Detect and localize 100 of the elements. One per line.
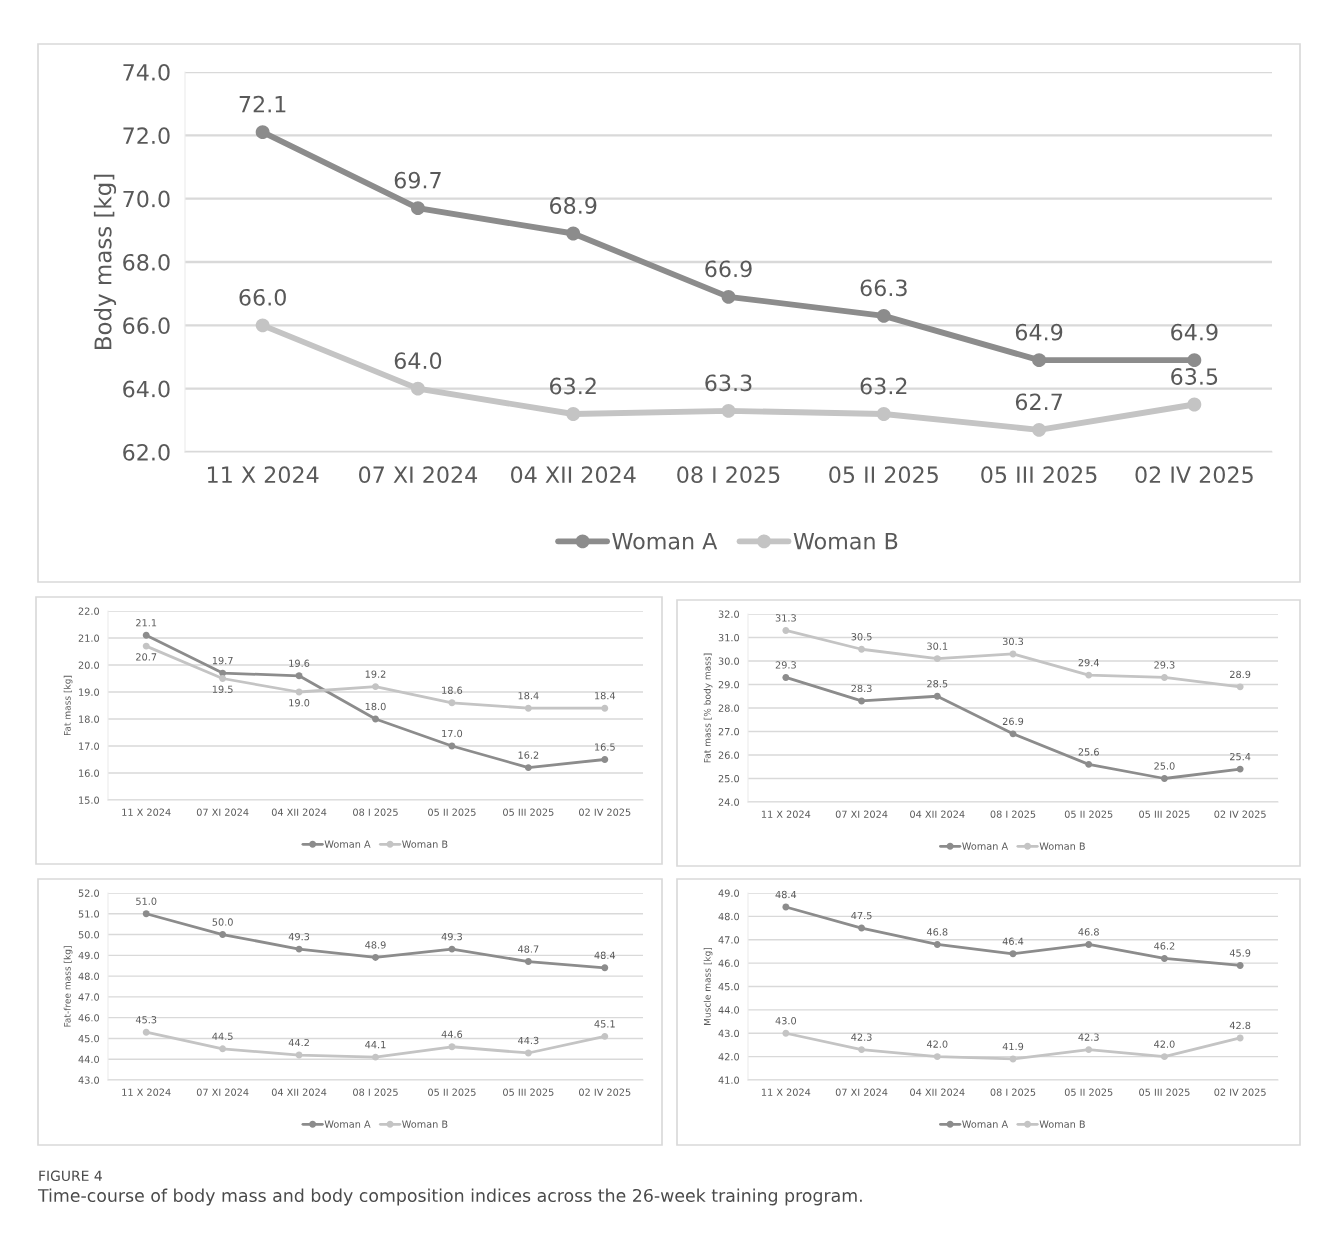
point bbox=[1160, 954, 1168, 962]
legend-label: Woman A bbox=[324, 840, 371, 848]
y-tick-label: 21.0 bbox=[78, 634, 100, 642]
caption: FIGURE 4 bbox=[39, 1170, 102, 1182]
x-tick-label: 05 II 2025 bbox=[1064, 1088, 1113, 1096]
point bbox=[1085, 671, 1093, 679]
x-tick-label: 11 X 2024 bbox=[761, 810, 811, 818]
legend-label: Woman B bbox=[402, 1120, 448, 1128]
y-axis-title: Body mass [kg] bbox=[93, 174, 117, 349]
data-label: 69.7 bbox=[394, 171, 441, 189]
point bbox=[1085, 1046, 1093, 1054]
data-label: 16.2 bbox=[518, 751, 539, 759]
point bbox=[1009, 730, 1017, 738]
x-tick-label: 05 II 2025 bbox=[428, 808, 476, 816]
y-tick-label: 49.0 bbox=[78, 951, 100, 960]
point bbox=[566, 226, 581, 241]
y-tick-label: 29.0 bbox=[718, 680, 740, 689]
data-label: 18.4 bbox=[595, 692, 616, 700]
data-label: 28.9 bbox=[1230, 670, 1251, 679]
y-tick-label: 41.0 bbox=[718, 1076, 740, 1084]
data-label: 64.0 bbox=[394, 352, 442, 370]
data-label: 45.3 bbox=[135, 1016, 157, 1024]
data-label: 25.6 bbox=[1078, 748, 1099, 756]
point bbox=[219, 931, 227, 939]
data-label: 31.3 bbox=[775, 614, 796, 622]
data-label: 45.1 bbox=[594, 1020, 615, 1028]
y-tick-label: 47.0 bbox=[718, 936, 740, 944]
y-tick-label: 50.0 bbox=[78, 931, 100, 939]
x-tick-label: 07 XI 2024 bbox=[196, 808, 249, 816]
point bbox=[1160, 1053, 1168, 1061]
y-tick-label: 46.0 bbox=[78, 1014, 100, 1022]
point bbox=[782, 626, 790, 634]
legend-label: Woman A bbox=[612, 532, 718, 550]
y-tick-label: 44.0 bbox=[78, 1055, 100, 1064]
data-label: 44.6 bbox=[441, 1030, 463, 1038]
x-tick-label: 11 X 2024 bbox=[761, 1088, 811, 1096]
y-tick-label: 43.0 bbox=[718, 1029, 740, 1038]
data-label: 43.0 bbox=[775, 1017, 797, 1025]
data-label: 46.4 bbox=[1002, 937, 1024, 945]
y-tick-label: 64.0 bbox=[123, 380, 170, 398]
data-label: 19.5 bbox=[212, 685, 233, 693]
point bbox=[255, 125, 270, 140]
data-label: 64.9 bbox=[1015, 323, 1063, 341]
y-tick-label: 70.0 bbox=[123, 190, 170, 208]
point bbox=[142, 910, 150, 918]
x-tick-label: 04 XII 2024 bbox=[910, 810, 965, 818]
x-tick-label: 05 III 2025 bbox=[981, 466, 1097, 484]
point bbox=[1032, 353, 1047, 368]
y-axis-title: Fat mass [% body mass] bbox=[703, 653, 713, 763]
x-tick-label: 04 XII 2024 bbox=[271, 1088, 327, 1096]
data-label: 21.1 bbox=[136, 619, 157, 627]
y-tick-label: 26.0 bbox=[718, 751, 740, 759]
x-tick-label: 04 XII 2024 bbox=[271, 808, 327, 816]
y-tick-label: 48.0 bbox=[718, 912, 740, 921]
legend-label: Woman B bbox=[1039, 842, 1085, 850]
data-label: 46.8 bbox=[926, 928, 948, 936]
y-tick-label: 49.0 bbox=[718, 889, 740, 897]
data-label: 48.7 bbox=[518, 945, 539, 953]
data-label: 42.0 bbox=[926, 1040, 948, 1048]
legend-label: Woman B bbox=[1039, 1120, 1085, 1128]
data-label: 26.9 bbox=[1002, 717, 1024, 726]
text: Time-course of body mass and body composition indices across the 26-week training program. bbox=[37, 1188, 862, 1206]
y-tick-label: 51.0 bbox=[78, 910, 100, 918]
x-tick-label: 04 XII 2024 bbox=[511, 466, 636, 484]
point bbox=[566, 407, 581, 421]
point bbox=[1085, 760, 1093, 768]
y-axis-title: Fat-free mass [kg] bbox=[63, 946, 73, 1027]
point bbox=[933, 692, 941, 700]
data-label: 63.2 bbox=[860, 377, 907, 395]
point bbox=[372, 715, 379, 723]
data-label: 66.3 bbox=[860, 279, 907, 297]
data-label: 29.4 bbox=[1078, 658, 1099, 667]
x-tick-label: 05 III 2025 bbox=[503, 808, 554, 816]
point bbox=[410, 201, 425, 216]
point bbox=[876, 407, 891, 421]
x-tick-label: 07 XI 2024 bbox=[196, 1088, 249, 1096]
x-tick-label: 11 X 2024 bbox=[122, 1088, 171, 1096]
y-axis-title: Muscle mass [kg] bbox=[703, 947, 713, 1025]
data-label: 30.5 bbox=[851, 633, 872, 641]
data-label: 41.9 bbox=[1002, 1042, 1024, 1051]
y-tick-label: 28.0 bbox=[718, 704, 740, 712]
x-tick-label: 08 I 2025 bbox=[990, 1088, 1036, 1096]
legend-label: Woman A bbox=[962, 842, 1009, 850]
point bbox=[601, 1032, 609, 1040]
point bbox=[858, 1046, 866, 1054]
point bbox=[721, 289, 736, 304]
legend-label: Woman A bbox=[962, 1120, 1009, 1128]
point bbox=[782, 673, 790, 681]
x-tick-label: 04 XII 2024 bbox=[910, 1088, 965, 1096]
point bbox=[142, 642, 150, 650]
data-label: 25.0 bbox=[1154, 762, 1175, 770]
data-label: 17.0 bbox=[442, 729, 463, 738]
data-label: 50.0 bbox=[212, 918, 233, 926]
data-label: 42.3 bbox=[1078, 1033, 1099, 1041]
data-label: 28.5 bbox=[927, 680, 948, 688]
data-label: 66.0 bbox=[239, 288, 286, 306]
y-tick-label: 27.0 bbox=[718, 727, 740, 736]
y-tick-label: 44.0 bbox=[718, 1006, 740, 1014]
data-label: 44.2 bbox=[288, 1038, 309, 1047]
data-label: 72.1 bbox=[239, 95, 286, 113]
